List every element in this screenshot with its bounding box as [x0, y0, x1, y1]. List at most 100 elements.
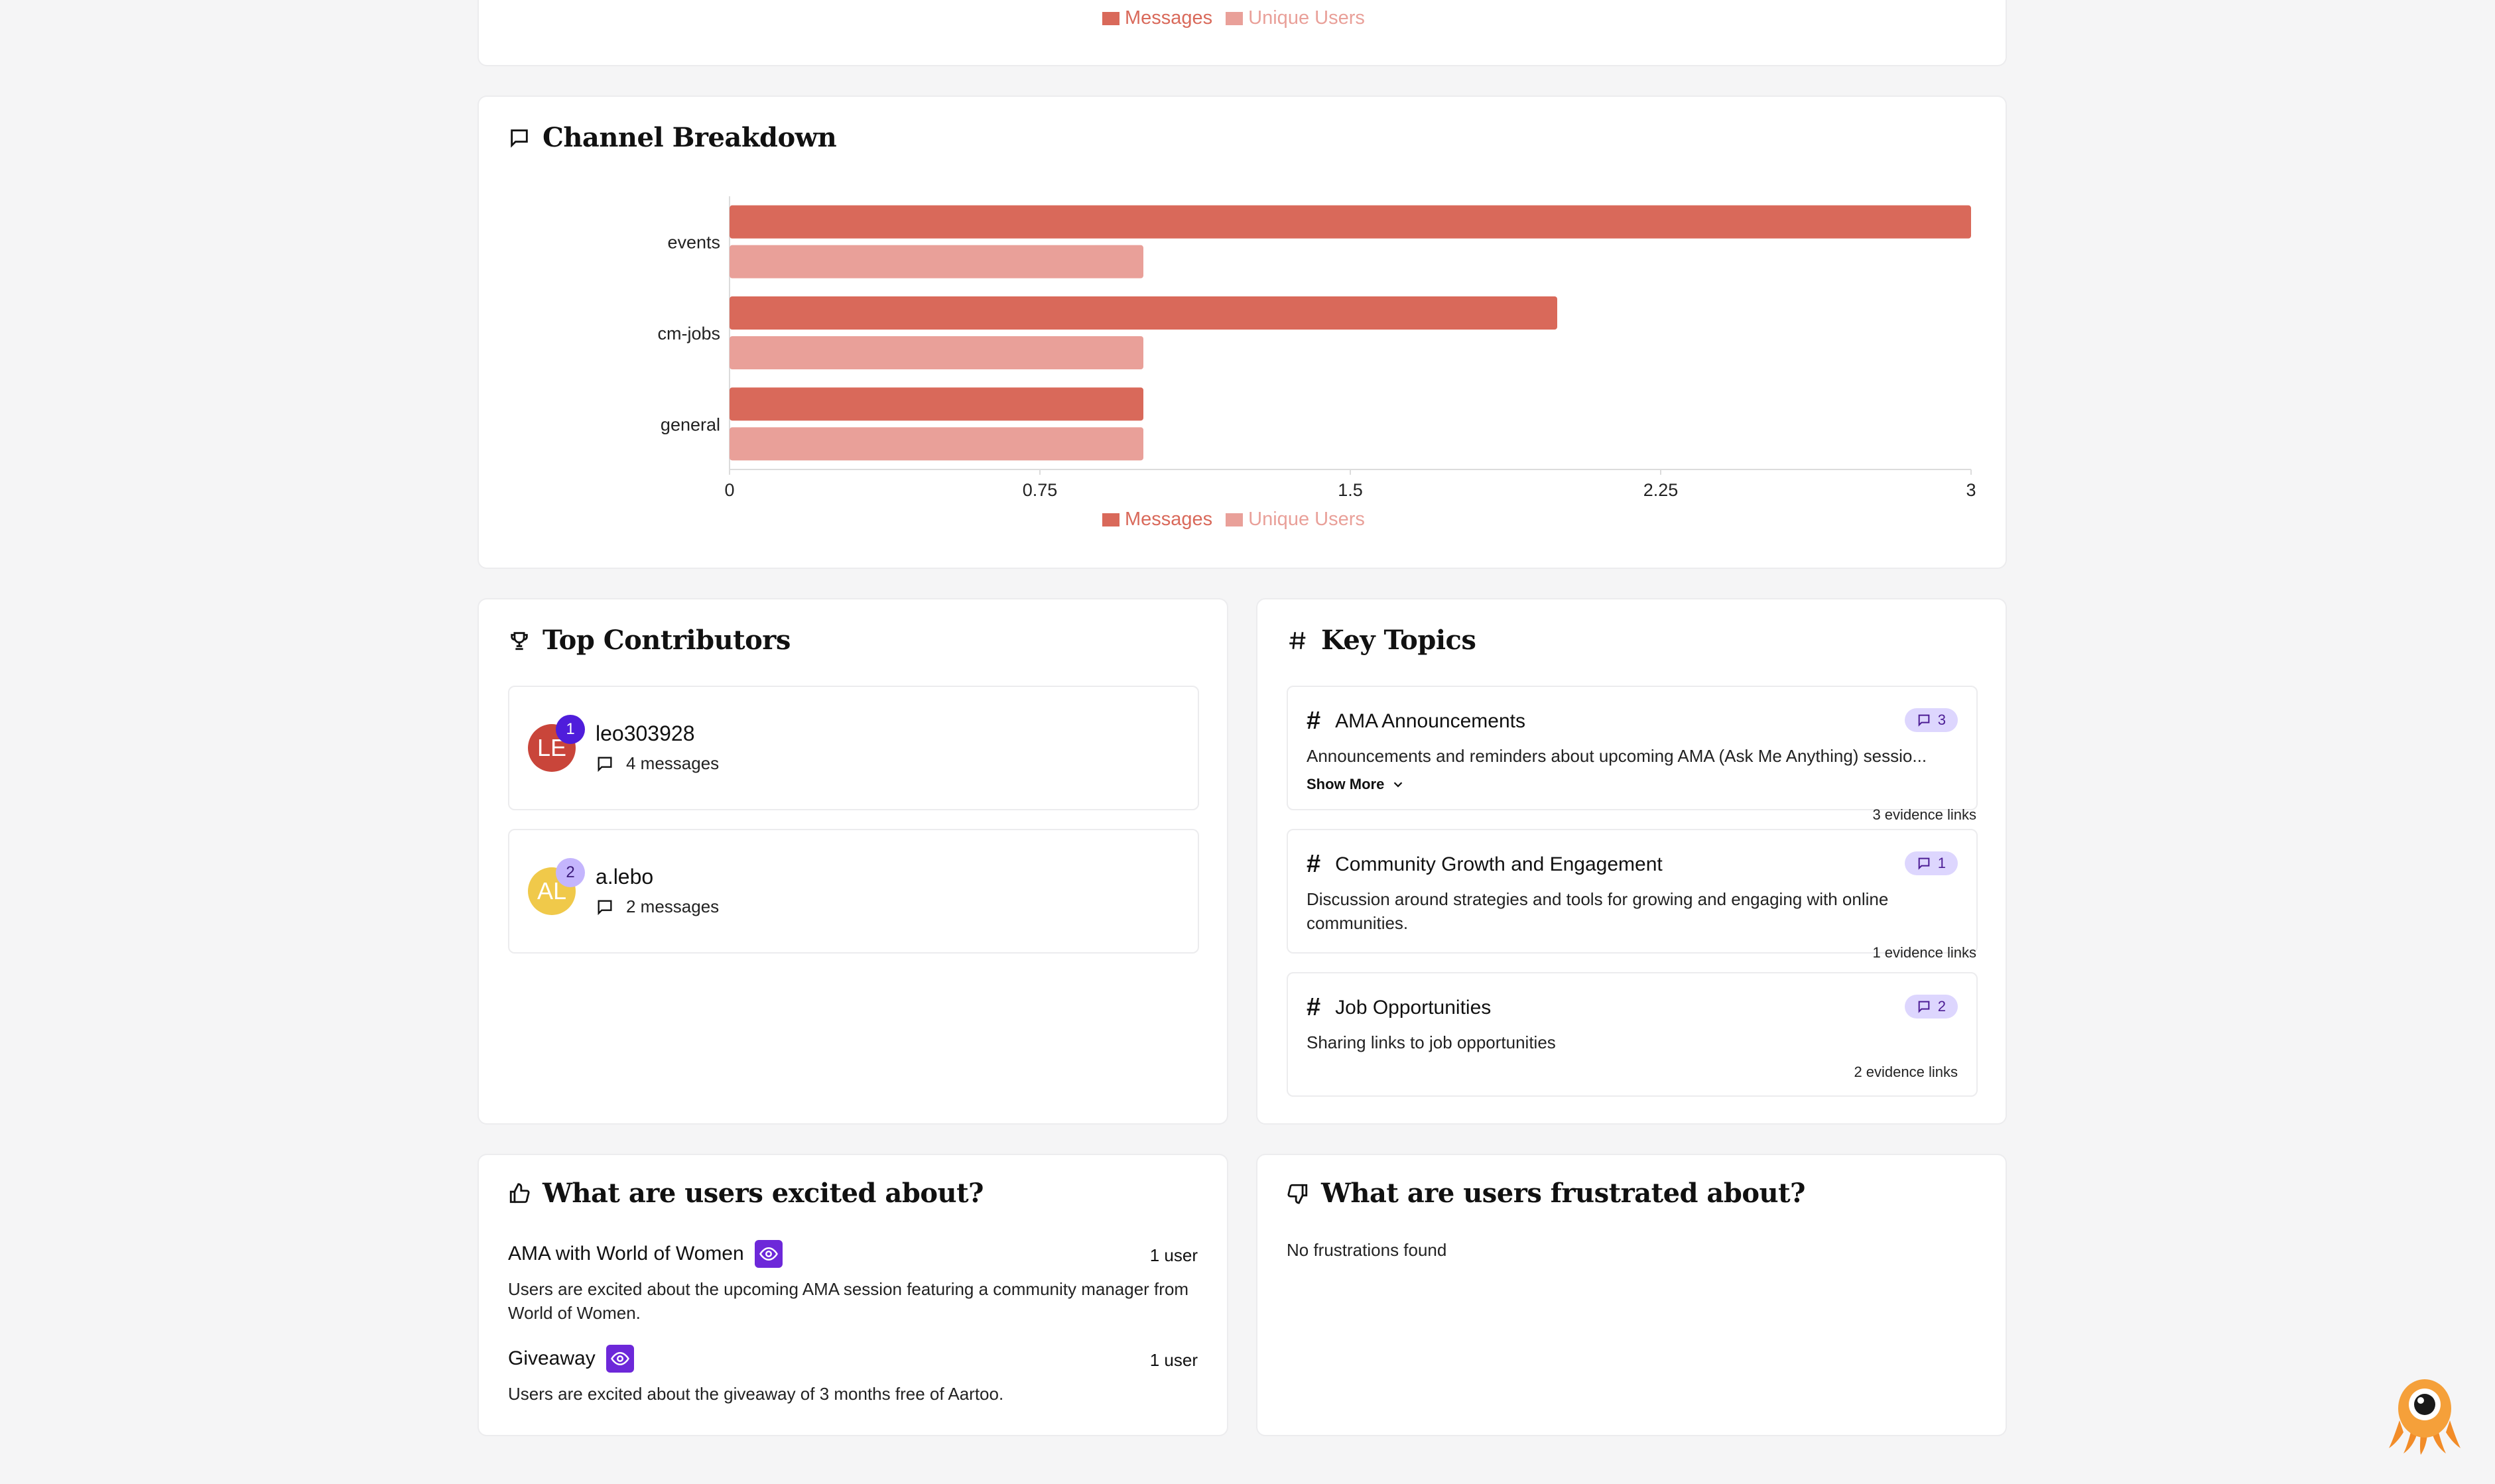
view-button[interactable] [754, 1240, 783, 1268]
hash-icon [1289, 631, 1306, 649]
rank-badge: 2 [556, 858, 585, 887]
topic-card[interactable]: # Job Opportunities 2 Sharing links to jo… [1287, 972, 1978, 1097]
topic-count-badge: 1 [1904, 851, 1958, 875]
key-topics-card: Key Topics # AMA Announcements 3 Announce… [1256, 598, 2007, 1125]
octopus-mascot-icon [2389, 1379, 2461, 1455]
excited-title: What are users excited about? [508, 1178, 984, 1209]
bar-cm-jobs-messages [730, 296, 1557, 330]
x-tick-label: 3 [1966, 480, 1976, 500]
topic-description: Discussion around strategies and tools f… [1307, 889, 1889, 933]
evidence-links[interactable]: 3 evidence links [1872, 806, 1976, 823]
message-square-icon [598, 757, 612, 772]
contributor-name: leo303928 [596, 721, 695, 745]
message-square-icon [598, 900, 612, 915]
thumbs-up-icon [509, 1182, 530, 1203]
legend-messages[interactable]: Messages [1102, 7, 1212, 29]
thumbs-down-icon [1287, 1184, 1308, 1204]
legend-unique-users[interactable]: Unique Users [1226, 7, 1365, 29]
topic-card[interactable]: # AMA Announcements 3 Announcements and r… [1287, 686, 1978, 810]
view-button[interactable] [606, 1345, 634, 1373]
topic-description: Announcements and reminders about upcomi… [1307, 746, 1927, 766]
legend-messages-label: Messages [1125, 509, 1213, 530]
avatar: AL [528, 867, 576, 915]
message-square-icon [511, 129, 528, 148]
topic-count: 2 [1937, 998, 1946, 1015]
excited-title-text: What are users excited about? [543, 1178, 984, 1209]
chat-widget-button[interactable] [2386, 1374, 2463, 1455]
frustrated-title-text: What are users frustrated about? [1321, 1178, 1806, 1209]
contributor-row[interactable]: LE 1 leo303928 4 messages [508, 686, 1199, 810]
channel-breakdown-title: Channel Breakdown [508, 122, 837, 153]
excited-item-title-text: AMA with World of Women [508, 1243, 744, 1265]
message-square-icon [1918, 857, 1930, 870]
frustrated-title: What are users frustrated about? [1287, 1178, 1806, 1209]
rank-number: 1 [566, 720, 575, 738]
legend-messages[interactable]: Messages [1102, 509, 1212, 530]
topic-count: 1 [1937, 855, 1946, 871]
topic-count-badge: 2 [1904, 995, 1958, 1019]
channel-breakdown-card: Channel Breakdown events cm-jobs general 0 0… [478, 95, 2007, 569]
eye-icon [759, 1247, 778, 1261]
trophy-icon [511, 631, 528, 650]
legend-messages-label: Messages [1125, 7, 1213, 29]
topic-count-badge: 3 [1904, 708, 1958, 732]
topic-description: Sharing links to job opportunities [1307, 1032, 1556, 1052]
legend-unique-users-label: Unique Users [1248, 7, 1365, 29]
topic-title: # AMA Announcements [1307, 707, 1525, 735]
key-topics-title: Key Topics [1287, 625, 1476, 656]
activity-chart-legend: Messages Unique Users [1102, 7, 1365, 29]
bar-general-unique-users [730, 427, 1143, 461]
excited-item-count: 1 user [1149, 1245, 1198, 1265]
excited-item-description: Users are excited about the giveaway of … [508, 1384, 1004, 1404]
evidence-links[interactable]: 2 evidence links [1854, 1064, 1958, 1080]
show-more-button[interactable]: Show More [1307, 776, 1405, 793]
bar-cm-jobs-unique-users [730, 336, 1143, 369]
top-contributors-title-text: Top Contributors [543, 625, 791, 656]
hash-icon: # [1307, 707, 1321, 735]
excited-item-title: AMA with World of Women [508, 1240, 783, 1268]
eye-icon [610, 1351, 629, 1366]
show-more-label: Show More [1307, 776, 1385, 792]
hash-icon: # [1307, 850, 1321, 878]
channel-breakdown-chart: events cm-jobs general 0 0.75 1.5 2.25 3 [657, 196, 1976, 500]
topic-card[interactable]: # Community Growth and Engagement 1 Discu… [1287, 829, 1978, 954]
topic-title-text: Community Growth and Engagement [1335, 853, 1663, 875]
message-square-icon [1918, 1001, 1930, 1013]
excited-item-description: Users are excited about the upcoming AMA… [508, 1279, 1189, 1323]
topic-title: # Job Opportunities [1307, 993, 1491, 1022]
excited-item-title-text: Giveaway [508, 1347, 596, 1369]
top-contributors-card: Top Contributors LE 1 leo303928 4 messag… [478, 598, 1228, 1125]
y-tick-label: events [667, 233, 720, 253]
x-tick-label: 2.25 [1643, 480, 1679, 500]
excited-item-count: 1 user [1149, 1350, 1198, 1370]
key-topics-title-text: Key Topics [1321, 625, 1476, 656]
evidence-links[interactable]: 1 evidence links [1872, 944, 1976, 961]
frustrations-empty-text: No frustrations found [1287, 1240, 1447, 1260]
channel-breakdown-title-text: Channel Breakdown [543, 122, 837, 153]
x-tick-label: 0 [724, 480, 734, 500]
topic-title-text: Job Opportunities [1335, 996, 1492, 1019]
channel-breakdown-legend: Messages Unique Users [1102, 509, 1365, 530]
frustrated-card: What are users frustrated about? No frus… [1256, 1154, 2007, 1436]
contributor-row[interactable]: AL 2 a.lebo 2 messages [508, 829, 1199, 954]
x-tick-label: 1.5 [1338, 480, 1363, 500]
contributor-messages: 2 messages [596, 897, 719, 917]
excited-card: What are users excited about? AMA with W… [478, 1154, 1228, 1436]
excited-item-title: Giveaway [508, 1345, 634, 1373]
contributor-messages-count: 2 messages [626, 897, 720, 916]
y-tick-label: cm-jobs [657, 324, 720, 343]
contributor-messages-count: 4 messages [626, 753, 720, 773]
hash-icon: # [1307, 993, 1321, 1021]
topic-count: 3 [1937, 711, 1946, 728]
top-contributors-title: Top Contributors [508, 625, 791, 656]
y-tick-label: general [661, 414, 720, 434]
legend-unique-users[interactable]: Unique Users [1226, 509, 1365, 530]
message-square-icon [1918, 714, 1930, 727]
activity-chart-card: Messages Unique Users [478, 0, 2007, 66]
rank-number: 2 [566, 863, 575, 881]
topic-title-text: AMA Announcements [1335, 710, 1525, 732]
chevron-down-icon [1394, 782, 1403, 788]
contributor-messages: 4 messages [596, 753, 719, 774]
x-tick-label: 0.75 [1023, 480, 1058, 500]
bar-general-messages [730, 387, 1143, 421]
